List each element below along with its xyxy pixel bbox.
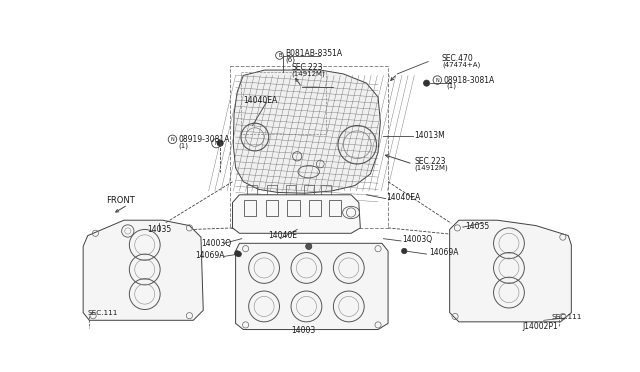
Text: J14002P1: J14002P1 xyxy=(522,322,558,331)
Text: (47474+A): (47474+A) xyxy=(442,61,480,68)
Text: 14040EA: 14040EA xyxy=(243,96,278,105)
Bar xyxy=(267,185,277,208)
Text: (14912M): (14912M) xyxy=(291,71,324,77)
Text: 14003: 14003 xyxy=(291,326,316,335)
Text: 14069A: 14069A xyxy=(196,251,225,260)
Text: (6): (6) xyxy=(285,56,295,62)
Circle shape xyxy=(236,251,241,257)
Bar xyxy=(230,66,388,228)
Text: (14912M): (14912M) xyxy=(414,164,448,171)
Text: (1): (1) xyxy=(447,83,456,90)
Text: 14003Q: 14003Q xyxy=(402,235,432,244)
Circle shape xyxy=(234,251,240,256)
Text: N: N xyxy=(214,141,218,146)
Bar xyxy=(241,73,326,134)
Text: 08918-3081A: 08918-3081A xyxy=(444,76,495,84)
Text: FRONT: FRONT xyxy=(106,196,135,205)
Polygon shape xyxy=(234,70,380,193)
Text: SEC.111: SEC.111 xyxy=(551,314,582,320)
Bar xyxy=(321,185,331,208)
Circle shape xyxy=(401,248,407,254)
Text: 14040E: 14040E xyxy=(268,231,297,240)
Bar xyxy=(329,200,341,216)
Circle shape xyxy=(217,140,223,146)
Bar xyxy=(308,200,321,216)
Bar xyxy=(287,200,300,216)
Polygon shape xyxy=(236,243,388,330)
Text: (1): (1) xyxy=(179,142,189,149)
Text: N: N xyxy=(171,137,174,142)
Polygon shape xyxy=(450,220,572,322)
Text: SEC.223: SEC.223 xyxy=(414,157,445,166)
Bar xyxy=(285,185,296,208)
Text: 14040EA: 14040EA xyxy=(386,193,420,202)
Text: N: N xyxy=(435,77,439,83)
Text: 14035: 14035 xyxy=(465,222,490,231)
Polygon shape xyxy=(232,195,360,233)
Text: 14003Q: 14003Q xyxy=(201,239,231,248)
Circle shape xyxy=(306,243,312,250)
Bar xyxy=(266,200,278,216)
Polygon shape xyxy=(83,220,204,320)
Text: SEC.111: SEC.111 xyxy=(88,310,118,315)
Text: SEC.470: SEC.470 xyxy=(442,54,474,63)
Text: B: B xyxy=(278,53,282,58)
Text: 14069A: 14069A xyxy=(429,248,459,257)
Text: 08919-3081A: 08919-3081A xyxy=(179,135,230,144)
Bar xyxy=(247,185,257,208)
Bar xyxy=(304,185,314,208)
Circle shape xyxy=(424,80,429,86)
Text: 14013M: 14013M xyxy=(414,131,445,140)
Text: 14035: 14035 xyxy=(147,225,172,234)
Bar xyxy=(244,200,257,216)
Text: SEC.223: SEC.223 xyxy=(291,63,323,72)
Text: B081AB-8351A: B081AB-8351A xyxy=(285,49,342,58)
